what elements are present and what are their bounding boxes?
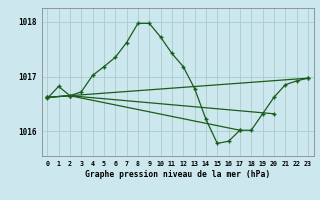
X-axis label: Graphe pression niveau de la mer (hPa): Graphe pression niveau de la mer (hPa) (85, 170, 270, 179)
